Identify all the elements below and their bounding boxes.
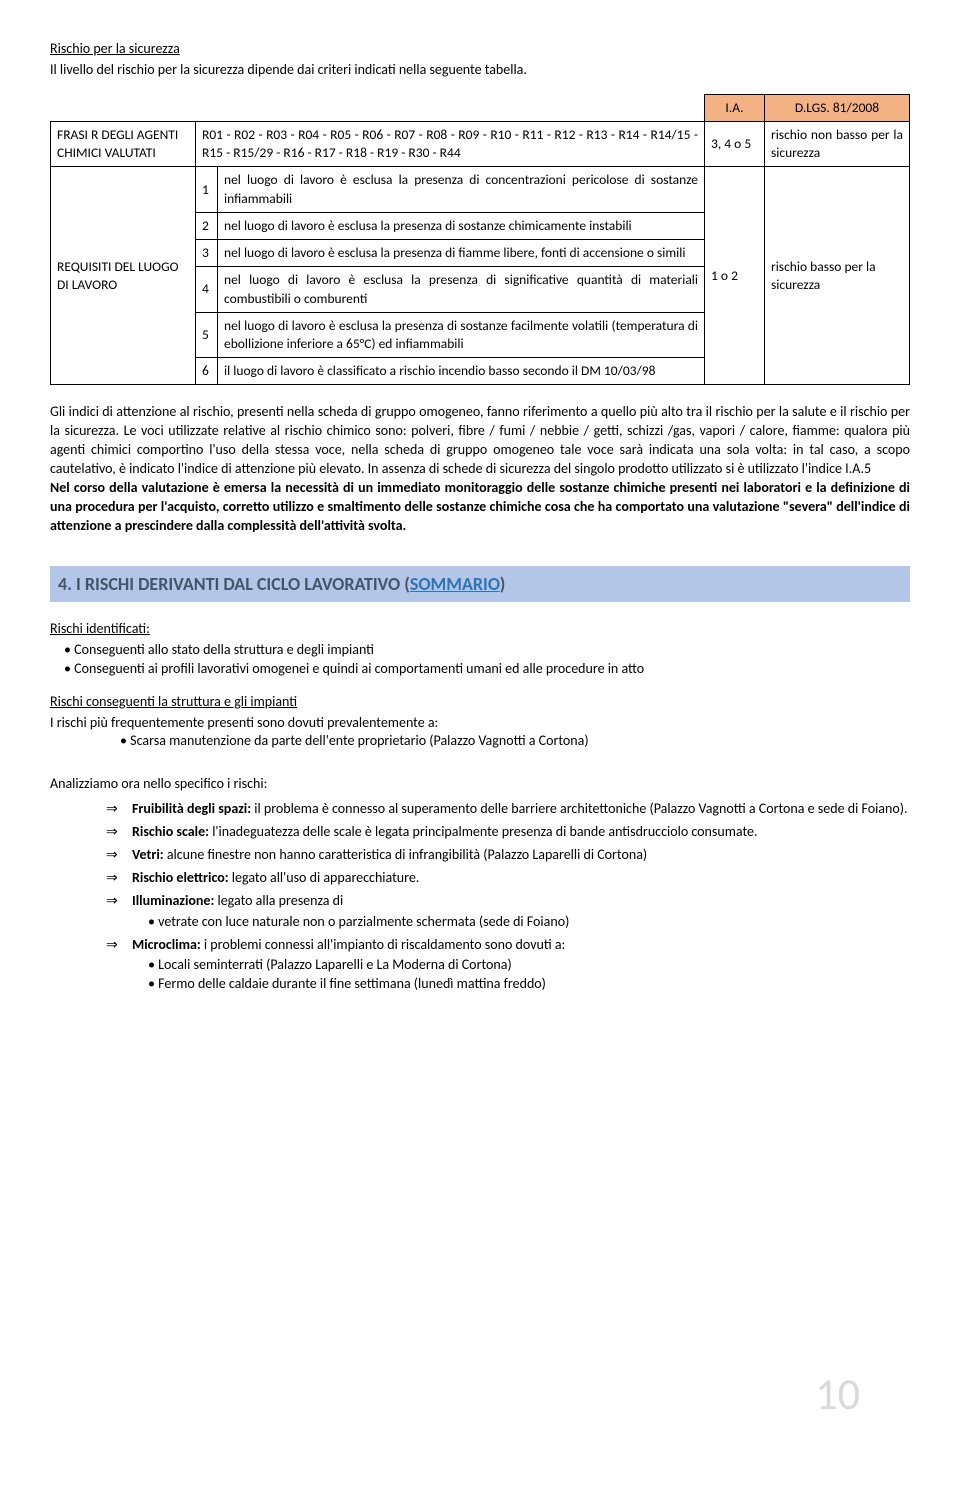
page-number: 10 bbox=[815, 1365, 860, 1424]
cell-req-n2: 2 bbox=[196, 212, 218, 239]
cell-req-ia: 1 o 2 bbox=[705, 167, 765, 385]
list-item: Vetri: alcune finestre non hanno caratte… bbox=[106, 846, 910, 865]
section-4-title: I RISCHI DERIVANTI DAL CICLO LAVORATIVO bbox=[76, 573, 400, 595]
cell-req-n6: 6 bbox=[196, 358, 218, 385]
header-dlgs: D.LGS. 81/2008 bbox=[765, 94, 910, 121]
rischi-conseguenti-heading: Rischi conseguenti la struttura e gli im… bbox=[50, 693, 910, 712]
rischi-identificati-heading: Rischi identificati: bbox=[50, 620, 910, 639]
list-item: vetrate con luce naturale non o parzialm… bbox=[148, 913, 910, 932]
row-req-1: REQUISITI DEL LUOGO DI LAVORO 1 nel luog… bbox=[51, 167, 910, 212]
cell-req-t2: nel luogo di lavoro è esclusa la presenz… bbox=[218, 212, 705, 239]
cell-req-t5: nel luogo di lavoro è esclusa la presenz… bbox=[218, 312, 705, 357]
cell-req-left: REQUISITI DEL LUOGO DI LAVORO bbox=[51, 167, 196, 385]
list-item: Scarsa manutenzione da parte dell'ente p… bbox=[120, 732, 910, 751]
cell-req-t4: nel luogo di lavoro è esclusa la presenz… bbox=[218, 267, 705, 312]
cell-req-n3: 3 bbox=[196, 240, 218, 267]
rischi-conseguenti-list: Scarsa manutenzione da parte dell'ente p… bbox=[106, 732, 910, 751]
row-frasi: FRASI R DEGLI AGENTI CHIMICI VALUTATI R0… bbox=[51, 122, 910, 167]
list-item: Conseguenti allo stato della struttura e… bbox=[64, 641, 910, 660]
para-bold: Nel corso della valutazione è emersa la … bbox=[50, 479, 910, 534]
cell-req-t3: nel luogo di lavoro è esclusa la presenz… bbox=[218, 240, 705, 267]
list-item: Locali seminterrati (Palazzo Laparelli e… bbox=[148, 956, 910, 975]
cell-frasi-ia: 3, 4 o 5 bbox=[705, 122, 765, 167]
analizziamo-intro: Analizziamo ora nello specifico i rischi… bbox=[50, 775, 910, 794]
cell-req-n1: 1 bbox=[196, 167, 218, 212]
section-4-num: 4. bbox=[58, 573, 72, 595]
cell-req-dlgs: rischio basso per la sicurezza bbox=[765, 167, 910, 385]
list-item: Illuminazione: legato alla presenza di v… bbox=[106, 892, 910, 932]
list-item: Microclima: i problemi connessi all'impi… bbox=[106, 936, 910, 995]
intro-text: Il livello del rischio per la sicurezza … bbox=[50, 61, 910, 80]
intro-title: Rischio per la sicurezza bbox=[50, 40, 910, 59]
risk-table: I.A. D.LGS. 81/2008 FRASI R DEGLI AGENTI… bbox=[50, 94, 910, 386]
list-item: Conseguenti ai profili lavorativi omogen… bbox=[64, 660, 910, 679]
table-header-row: I.A. D.LGS. 81/2008 bbox=[51, 94, 910, 121]
list-item: Fruibilità degli spazi: il problema è co… bbox=[106, 800, 910, 819]
rischi-conseguenti-text: I rischi più frequentemente presenti son… bbox=[50, 714, 910, 733]
cell-req-t1: nel luogo di lavoro è esclusa la presenz… bbox=[218, 167, 705, 212]
cell-frasi-mid: R01 - R02 - R03 - R04 - R05 - R06 - R07 … bbox=[196, 122, 705, 167]
sommario-link[interactable]: SOMMARIO bbox=[410, 573, 500, 595]
header-ia: I.A. bbox=[705, 94, 765, 121]
list-item: Rischio scale: l'inadeguatezza delle sca… bbox=[106, 823, 910, 842]
list-item: Fermo delle caldaie durante il fine sett… bbox=[148, 975, 910, 994]
rischi-identificati-list: Conseguenti allo stato della struttura e… bbox=[50, 641, 910, 679]
cell-frasi-left: FRASI R DEGLI AGENTI CHIMICI VALUTATI bbox=[51, 122, 196, 167]
cell-req-n4: 4 bbox=[196, 267, 218, 312]
analizziamo-list: Fruibilità degli spazi: il problema è co… bbox=[50, 800, 910, 994]
cell-req-t6: il luogo di lavoro è classificato a risc… bbox=[218, 358, 705, 385]
cell-frasi-dlgs: rischio non basso per la sicurezza bbox=[765, 122, 910, 167]
paragraph-block: Gli indici di attenzione al rischio, pre… bbox=[50, 403, 910, 535]
section-4-bar: 4. I RISCHI DERIVANTI DAL CICLO LAVORATI… bbox=[50, 566, 910, 602]
list-item: Rischio elettrico: legato all'uso di app… bbox=[106, 869, 910, 888]
para-normal: Gli indici di attenzione al rischio, pre… bbox=[50, 403, 910, 477]
cell-req-n5: 5 bbox=[196, 312, 218, 357]
